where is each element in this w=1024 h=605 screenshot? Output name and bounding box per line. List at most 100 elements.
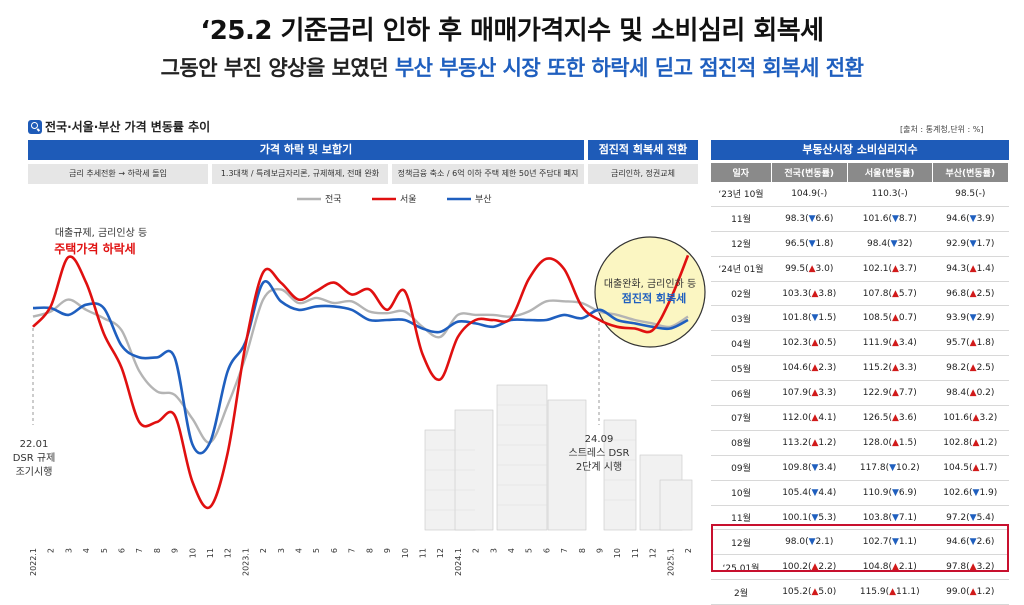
row-value: 103.3(▲3.8)	[771, 281, 848, 307]
x-axis-ticks: 2022.1 2 3 4 5 6 7 8 9 10 11 12 2023.1 2 3 4 5 6 7 8 9 10 11 12…	[29, 548, 693, 576]
recovery-highlight-circle	[594, 236, 706, 348]
row-value: 98.4(▲0.2)	[932, 380, 1009, 407]
row-value: 97.8(▲3.2)	[932, 554, 1009, 581]
row-value: 101.6(▲3.2)	[932, 405, 1009, 431]
col-seoul: 서울(변동률)	[847, 163, 933, 182]
row-date: ‘25.01월	[711, 554, 771, 581]
x-tick-label: 6	[330, 548, 339, 553]
x-tick-label: 2	[259, 548, 268, 553]
row-value: 105.4(▼4.4)	[771, 480, 848, 506]
row-value: 117.8(▼10.2)	[847, 455, 933, 481]
table-row: 03월 101.8(▼1.5) 108.5(▲0.7) 93.9(▼2.9)	[711, 305, 1009, 332]
row-value: 109.8(▼3.4)	[771, 455, 848, 481]
x-tick-label: 4	[295, 548, 304, 553]
row-value: 98.2(▲2.5)	[932, 355, 1009, 382]
x-tick-label: 9	[171, 548, 180, 553]
x-tick-label: 9	[383, 548, 392, 553]
row-value: 101.8(▼1.5)	[771, 305, 848, 332]
x-tick-label: 3	[64, 548, 73, 553]
row-value: 122.9(▲7.7)	[847, 380, 933, 407]
x-tick-label: 12	[436, 548, 445, 558]
band-recovery: 점진적 회복세 전환	[588, 140, 698, 160]
chip-rate-cut: 금리인하, 정권교체	[588, 164, 698, 184]
table-row: 10월 105.4(▼4.4) 110.9(▼6.9) 102.6(▼1.9)	[711, 480, 1009, 506]
x-tick-label: 5	[312, 548, 321, 553]
x-tick-label: 2	[472, 548, 481, 553]
annot-left-big: 주택가격 하락세	[54, 241, 135, 256]
row-value: 115.9(▲11.1)	[847, 579, 933, 605]
x-tick-label: 5	[100, 548, 109, 553]
row-value: 105.2(▲5.0)	[771, 579, 848, 605]
table-row: 07월 112.0(▲4.1) 126.5(▲3.6) 101.6(▲3.2)	[711, 405, 1009, 431]
table-row: ‘25.01월 100.2(▲2.2) 104.8(▲2.1) 97.8(▲3.2)	[711, 554, 1009, 581]
row-value: 110.9(▼6.9)	[847, 480, 933, 506]
building-windows	[425, 404, 636, 511]
band-decline: 가격 하락 및 보합기	[28, 140, 584, 160]
row-value: 96.8(▲2.5)	[932, 281, 1009, 307]
building-illustration	[424, 384, 693, 531]
row-value: 113.2(▲1.2)	[771, 430, 848, 456]
series-line-2	[32, 279, 689, 455]
x-tick-label: 4	[507, 548, 516, 553]
table-row: 02월 103.3(▲3.8) 107.8(▲5.7) 96.8(▲2.5)	[711, 281, 1009, 307]
x-tick-label: 12	[649, 548, 658, 558]
row-value: 100.1(▼5.3)	[771, 505, 848, 531]
row-value: 98.4(▼32)	[847, 231, 933, 257]
row-value: 111.9(▲3.4)	[847, 330, 933, 357]
row-date: 06월	[711, 380, 771, 407]
dsr1-line2: DSR 규제	[13, 452, 56, 464]
legend-label-0: 전국	[325, 194, 342, 205]
x-tick-label: 2	[684, 548, 693, 553]
table-row: 04월 102.3(▲0.5) 111.9(▲3.4) 95.7(▲1.8)	[711, 330, 1009, 357]
row-value: 98.3(▼6.6)	[771, 206, 848, 232]
row-value: 96.5(▼1.8)	[771, 231, 848, 257]
table-row: 05월 104.6(▲2.3) 115.2(▲3.3) 98.2(▲2.5)	[711, 355, 1009, 382]
chart-series	[32, 254, 690, 510]
x-tick-label: 7	[348, 548, 357, 553]
row-value: 126.5(▲3.6)	[847, 405, 933, 431]
x-tick-label: 2	[47, 548, 56, 553]
x-tick-label: 7	[135, 548, 144, 553]
table-row: 06월 107.9(▲3.3) 122.9(▲7.7) 98.4(▲0.2)	[711, 380, 1009, 407]
series-line-0	[32, 287, 689, 444]
annot-right-big: 점진적 회복세	[622, 291, 687, 305]
row-value: 104.9(-)	[771, 182, 848, 207]
table-row: 08월 113.2(▲1.2) 128.0(▲1.5) 102.8(▲1.2)	[711, 430, 1009, 456]
x-tick-label: 2024.1	[454, 548, 463, 576]
row-date: 04월	[711, 330, 771, 357]
col-date: 일자	[711, 163, 772, 182]
x-tick-label: 2023.1	[241, 548, 250, 576]
row-value: 95.7(▲1.8)	[932, 330, 1009, 357]
row-date: 2월	[711, 579, 771, 605]
table-row: ‘23년 10월 104.9(-) 110.3(-) 98.5(-)	[711, 182, 1009, 207]
x-tick-label: 11	[418, 548, 427, 558]
table-row: ‘24년 01월 99.5(▲3.0) 102.1(▲3.7) 94.3(▲1.4)	[711, 256, 1009, 282]
row-value: 97.2(▼5.4)	[932, 505, 1009, 531]
row-date: 03월	[711, 305, 771, 332]
row-value: 92.9(▼1.7)	[932, 231, 1009, 257]
dsr1-date: 22.01	[20, 439, 49, 450]
row-value: 102.7(▼1.1)	[847, 529, 933, 556]
row-date: 10월	[711, 480, 771, 506]
chip-measures: 1.3대책 / 특례보금자리론, 규제해제, 전매 완화	[212, 164, 388, 184]
annot-left-small: 대출규제, 금리인상 등	[55, 227, 147, 239]
row-value: 102.1(▲3.7)	[847, 256, 933, 282]
x-tick-label: 10	[188, 548, 197, 558]
x-tick-label: 8	[153, 548, 162, 553]
dsr1-line3: 조기시행	[16, 466, 53, 478]
row-date: 11월	[711, 505, 771, 531]
sentiment-table: 일자 전국(변동률) 서울(변동률) 부산(변동률) ‘23년 10월 104.9…	[711, 163, 1010, 605]
dsr2-line3: 2단계 시행	[576, 461, 622, 473]
row-value: 102.6(▼1.9)	[932, 480, 1009, 506]
row-value: 98.5(-)	[932, 182, 1009, 207]
highlight-2025-box	[711, 524, 1009, 572]
x-tick-label: 5	[525, 548, 534, 553]
legend-label-1: 서울	[400, 194, 417, 205]
band-sentiment: 부동산시장 소비심리지수	[711, 140, 1009, 160]
row-value: 104.5(▲1.7)	[932, 455, 1009, 481]
table-row: 12월 96.5(▼1.8) 98.4(▼32) 92.9(▼1.7)	[711, 231, 1009, 257]
table-row: 2월 105.2(▲5.0) 115.9(▲11.1) 99.0(▲1.2)	[711, 579, 1009, 605]
table-row: 11월 98.3(▼6.6) 101.6(▼8.7) 94.6(▼3.9)	[711, 206, 1009, 232]
table-header-row: 일자 전국(변동률) 서울(변동률) 부산(변동률)	[711, 163, 1010, 182]
x-tick-label: 8	[365, 548, 374, 553]
